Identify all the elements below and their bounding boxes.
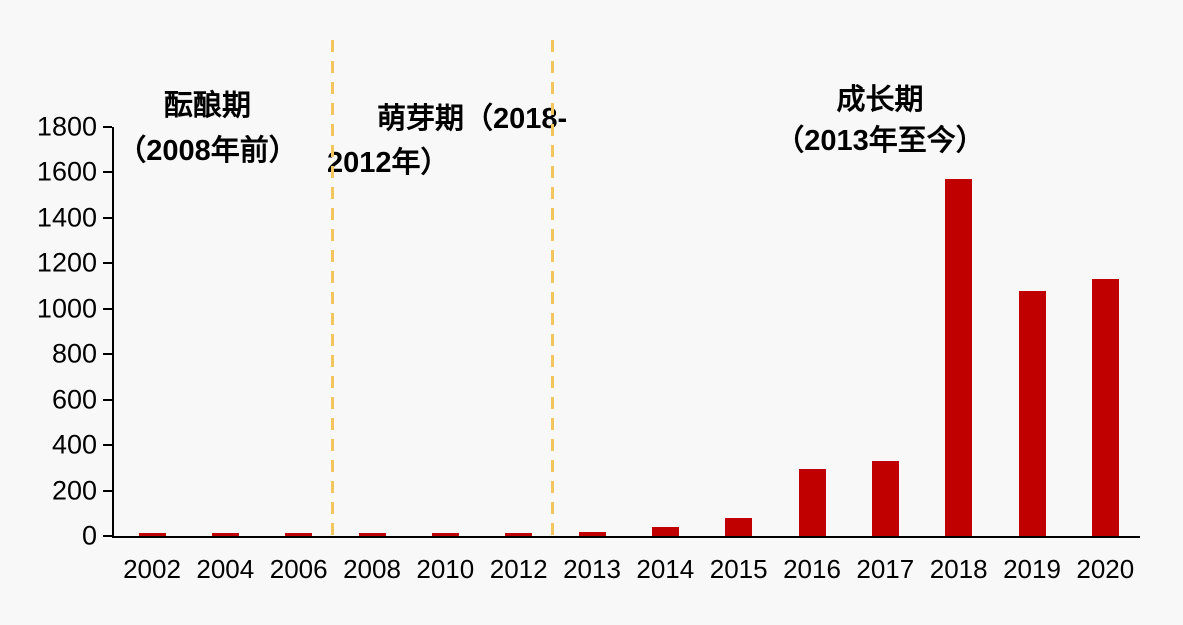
y-tick-label: 1800 (36, 111, 97, 142)
x-label-2020: 2020 (1076, 554, 1135, 584)
divider-line-2 (551, 40, 555, 542)
annotation-stage-incubation-line1: 酝酿期 (163, 90, 251, 122)
y-tick (103, 398, 112, 401)
y-tick-label: 200 (51, 475, 97, 506)
annotation-stage-sprout-line1: 萌芽期（2018- (377, 103, 568, 135)
bar-2014 (651, 526, 679, 536)
y-tick (103, 126, 112, 128)
bar-2012 (505, 533, 533, 536)
y-tick (103, 353, 112, 356)
x-label-2012: 2012 (489, 554, 548, 584)
x-label-2014: 2014 (636, 554, 695, 584)
y-tick-label: 800 (51, 338, 97, 369)
bar-2020 (1091, 279, 1119, 536)
bar-2013 (578, 531, 606, 536)
bar-2002 (138, 533, 166, 536)
x-label-2013: 2013 (563, 554, 621, 584)
y-tick-label: 600 (51, 384, 97, 415)
y-tick (103, 216, 112, 219)
y-tick-label: 0 (81, 520, 97, 551)
annotation-stage-growth-line1: 成长期 (836, 84, 924, 116)
bar-2015 (725, 517, 753, 536)
x-label-2006: 2006 (269, 554, 328, 584)
x-axis-line (112, 536, 1140, 538)
y-tick (103, 307, 112, 310)
bar-2018 (945, 179, 973, 536)
annotation-stage-growth: 成长期 （2013年至今） (762, 80, 998, 162)
x-label-2019: 2019 (1003, 554, 1061, 584)
x-label-2008: 2008 (343, 554, 401, 584)
y-tick-label: 1600 (36, 156, 97, 187)
y-tick (103, 535, 112, 537)
x-label-2010: 2010 (416, 554, 475, 584)
bar-2017 (871, 461, 899, 536)
y-tick-label: 1000 (36, 293, 97, 324)
y-axis-line (112, 127, 114, 538)
x-label-2002: 2002 (123, 554, 181, 584)
x-label-2004: 2004 (196, 554, 255, 584)
bar-2006 (285, 533, 313, 536)
y-tick (103, 171, 112, 174)
bar-2016 (798, 469, 826, 536)
y-tick (103, 444, 112, 447)
bar-2008 (358, 533, 386, 536)
divider-line-1 (331, 40, 335, 542)
annotation-stage-incubation: 酝酿期 （2008年前） (75, 84, 340, 174)
y-tick-label: 1200 (36, 247, 97, 278)
annotation-stage-incubation-line2: （2008年前） (117, 135, 298, 167)
x-label-2017: 2017 (856, 554, 915, 584)
y-tick-label: 400 (51, 429, 97, 460)
annotation-stage-growth-line2: （2013年至今） (775, 125, 985, 157)
annotation-stage-sprout-line2: 2012年） (327, 147, 450, 179)
y-tick (103, 262, 112, 265)
bar-2019 (1018, 290, 1046, 536)
bar-2010 (431, 533, 459, 536)
y-tick (103, 489, 112, 492)
x-label-2015: 2015 (709, 554, 768, 584)
x-label-2018: 2018 (929, 554, 988, 584)
x-label-2016: 2016 (783, 554, 841, 584)
y-tick-label: 1400 (36, 202, 97, 233)
bar-2004 (211, 533, 239, 536)
